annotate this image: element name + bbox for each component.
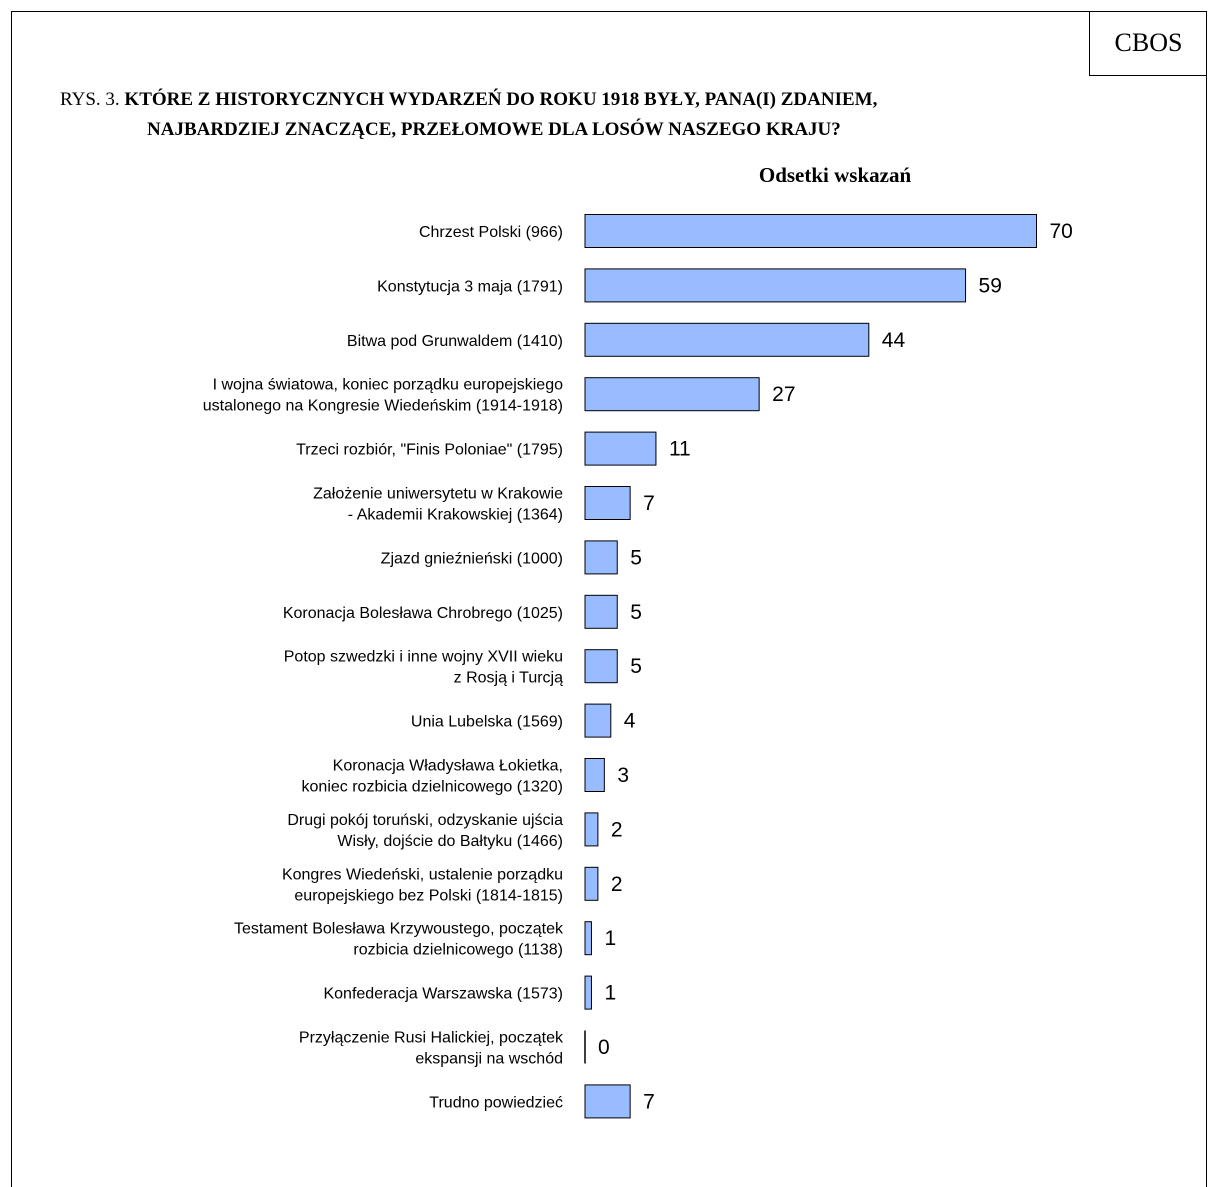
figure-question-part1: KTÓRE Z HISTORYCZNYCH WYDARZEŃ DO ROKU 1…: [124, 89, 878, 110]
bar: [584, 812, 599, 847]
category-label: Przyłączenie Rusi Halickiej, początek: [299, 1030, 564, 1047]
category-label: z Rosją i Turcją: [454, 670, 563, 687]
figure-question-part2: NAJBARDZIEJ ZNACZĄCE, PRZEŁOMOWE DLA LOS…: [147, 119, 841, 140]
figure-title-line1: RYS. 3. KTÓRE Z HISTORYCZNYCH WYDARZEŃ D…: [60, 89, 877, 111]
category-label: Zjazd gnieźnieński (1000): [381, 550, 563, 567]
bar: [584, 1084, 631, 1119]
category-label: Potop szwedzki i inne wojny XVII wieku: [284, 649, 563, 666]
category-label: Koronacja Władysława Łokietka,: [333, 758, 563, 775]
category-label: I wojna światowa, koniec porządku europe…: [213, 377, 564, 394]
data-label: 2: [611, 818, 623, 841]
data-label: 27: [772, 383, 795, 406]
data-label: 5: [630, 601, 642, 624]
category-label: Unia Lubelska (1569): [411, 714, 563, 731]
bar: [584, 268, 967, 303]
category-label: Konfederacja Warszawska (1573): [323, 986, 563, 1003]
data-label: 7: [643, 492, 655, 515]
data-label: 11: [669, 438, 691, 461]
bar: [584, 594, 618, 629]
category-label: europejskiego bez Polski (1814-1815): [294, 887, 563, 904]
bar: [584, 649, 618, 684]
data-label: 2: [611, 873, 623, 896]
category-label: Trzeci rozbiór, "Finis Poloniae" (1795): [296, 442, 563, 459]
category-label: Koronacja Bolesława Chrobrego (1025): [283, 605, 563, 622]
data-label: 4: [624, 710, 636, 733]
bar: [584, 214, 1037, 248]
data-label: 0: [598, 1036, 610, 1059]
category-label: Drugi pokój toruński, odzyskanie ujścia: [287, 812, 563, 829]
chart-frame: [11, 11, 1207, 1187]
category-label: Konstytucja 3 maja (1791): [377, 278, 563, 295]
data-label: 5: [630, 655, 642, 678]
category-label: rozbicia dzielnicowego (1138): [353, 942, 563, 959]
category-label: - Akademii Krakowskiej (1364): [348, 507, 563, 524]
category-label: Kongres Wiedeński, ustalenie porządku: [282, 866, 563, 883]
bar: [584, 431, 657, 466]
chart-title: Odsetki wskazań: [758, 163, 912, 187]
figure-number: RYS. 3.: [60, 89, 120, 110]
category-label: ustalonego na Kongresie Wiedeńskim (1914…: [203, 398, 563, 415]
data-label: 1: [604, 982, 616, 1005]
bar: [584, 975, 592, 1010]
category-label: Testament Bolesława Krzywoustego, począt…: [234, 921, 564, 938]
category-label: Wisły, dojście do Bałtyku (1466): [337, 833, 563, 850]
data-label: 3: [617, 764, 629, 787]
category-label: Trudno powiedzieć: [429, 1094, 563, 1111]
data-label: 44: [882, 329, 906, 352]
data-label: 59: [979, 274, 1002, 297]
data-label: 70: [1050, 220, 1073, 243]
category-label: Założenie uniwersytetu w Krakowie: [313, 486, 563, 503]
bar: [584, 486, 631, 520]
category-label: Bitwa pod Grunwaldem (1410): [347, 333, 563, 350]
cbos-badge: CBOS: [1089, 11, 1207, 76]
bar: [584, 540, 618, 575]
category-label: koniec rozbicia dzielnicowego (1320): [302, 779, 563, 796]
bar: [584, 921, 592, 956]
category-label: Chrzest Polski (966): [419, 224, 563, 241]
bar: [584, 377, 760, 412]
bar: [584, 866, 599, 901]
bar: [584, 758, 605, 792]
data-label: 1: [604, 927, 616, 950]
category-label: ekspansji na wschód: [415, 1051, 563, 1068]
data-label: 5: [630, 546, 642, 569]
bar: [584, 703, 612, 738]
data-label: 7: [643, 1090, 655, 1113]
bar: [584, 322, 870, 357]
